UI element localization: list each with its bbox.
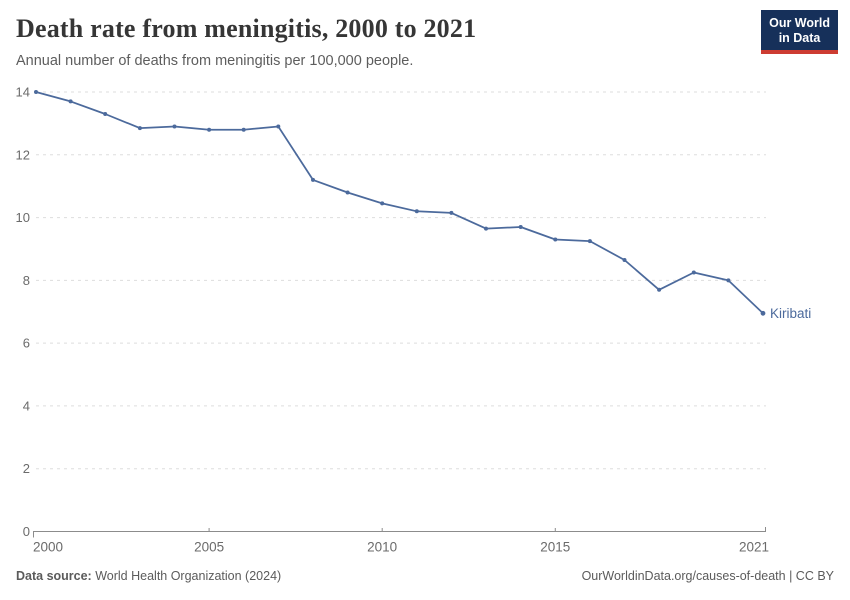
credit-link[interactable]: OurWorldinData.org/causes-of-death | CC … [581, 569, 834, 583]
owid-logo[interactable]: Our World in Data [761, 10, 838, 54]
y-axis-tick-label: 10 [16, 210, 30, 225]
data-point[interactable] [657, 287, 662, 292]
x-axis-tick-label: 2000 [33, 540, 63, 555]
y-axis-tick-label: 6 [23, 336, 30, 351]
data-source: Data source: World Health Organization (… [16, 569, 281, 583]
x-axis-tick-label: 2005 [194, 540, 224, 555]
data-point[interactable] [103, 112, 108, 116]
data-point[interactable] [172, 124, 177, 129]
y-axis-tick-label: 14 [16, 85, 30, 100]
data-point[interactable] [380, 201, 385, 206]
data-point[interactable] [207, 127, 212, 132]
y-axis-tick-label: 2 [23, 461, 30, 476]
data-point[interactable] [553, 237, 558, 242]
x-axis-tick-label: 2015 [540, 540, 570, 555]
data-point[interactable] [484, 226, 488, 231]
y-axis-tick-label: 4 [23, 398, 30, 413]
data-point[interactable] [34, 90, 38, 94]
chart-subtitle: Annual number of deaths from meningitis … [16, 53, 414, 69]
data-point[interactable] [449, 210, 454, 215]
data-point[interactable] [587, 239, 592, 244]
x-axis-tick-label: 2021 [739, 540, 769, 555]
data-point[interactable] [691, 270, 696, 275]
data-point[interactable] [241, 127, 246, 132]
data-point[interactable] [345, 190, 350, 195]
data-point[interactable] [726, 278, 731, 283]
y-axis-tick-label: 12 [16, 147, 30, 162]
data-source-label: Data source: [16, 569, 92, 583]
y-axis-tick-label: 8 [23, 273, 30, 288]
chart-title: Death rate from meningitis, 2000 to 2021 [16, 14, 477, 43]
data-point[interactable] [622, 258, 627, 262]
chart-footer: Data source: World Health Organization (… [16, 569, 834, 583]
data-point[interactable] [518, 225, 523, 229]
data-point[interactable] [760, 310, 766, 316]
data-source-value: World Health Organization (2024) [95, 569, 282, 583]
owid-logo-line2: in Data [778, 31, 821, 45]
y-axis-tick-label: 0 [23, 524, 30, 539]
series-label-kiribati: Kiribati [770, 306, 811, 321]
data-point[interactable] [68, 99, 73, 104]
data-point[interactable] [276, 124, 281, 129]
data-point[interactable] [414, 209, 419, 214]
owid-logo-line1: Our World [769, 16, 830, 30]
data-line-kiribati[interactable] [35, 91, 764, 315]
data-point[interactable] [137, 126, 142, 131]
data-point[interactable] [311, 177, 315, 182]
x-axis-tick-label: 2010 [367, 540, 397, 555]
